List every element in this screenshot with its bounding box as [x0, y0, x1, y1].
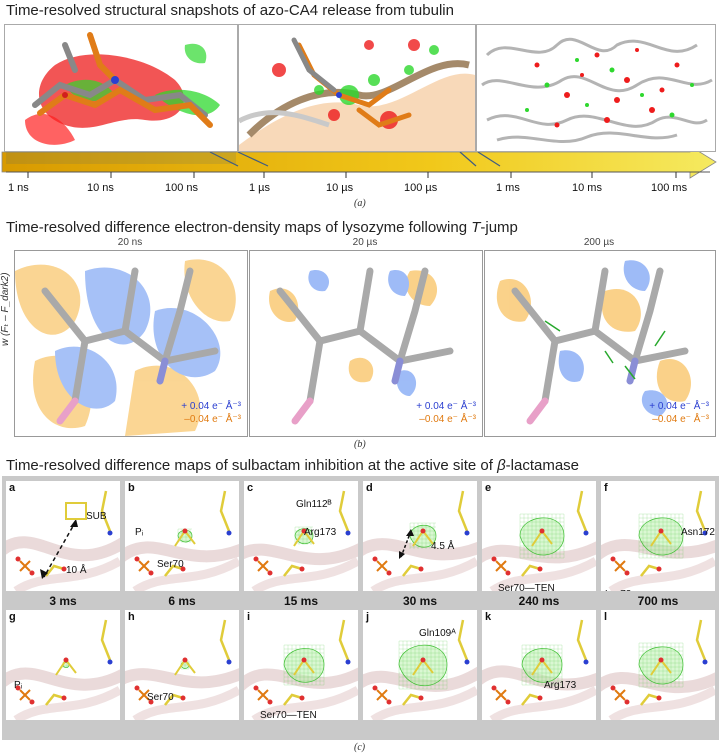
- timeline-arrow: [1, 146, 717, 179]
- azo-ms-snapshot: [476, 24, 716, 152]
- c-panel-annotation: SUB: [86, 511, 107, 522]
- c-panel-i: i Ser70—TEN: [244, 610, 358, 720]
- c-panel-letter: h: [128, 611, 135, 623]
- tick-100ms: 100 ms: [651, 182, 688, 194]
- c-panel-annotation: Ser70—TEN: [498, 583, 555, 591]
- c-time-label: 240 ms: [518, 594, 560, 608]
- c-panel-letter: l: [604, 611, 608, 623]
- c-panel-g: g Pᵢ: [6, 610, 120, 720]
- caption-c: (c): [354, 742, 366, 753]
- section-b-ylabel: w (Fₜ – F_dark2): [0, 272, 11, 346]
- c-panel-annotation: Arg173: [544, 680, 577, 691]
- c-panel-annotation: Pᵢ: [135, 527, 144, 538]
- c-panel-letter: e: [485, 482, 492, 494]
- b-panel-1-time: 20 ns: [117, 237, 143, 248]
- section-c-frame: [2, 476, 719, 740]
- lysozyme-20us-map: + 0.04 e⁻ Å⁻³ –0.04 e⁻ Å⁻³: [249, 250, 483, 437]
- c-panel-h: h Ser70: [125, 610, 239, 720]
- c-panel-annotation: Lys73: [605, 589, 631, 591]
- c-panel-letter: d: [366, 482, 373, 494]
- c-time-label: 6 ms: [168, 594, 196, 608]
- c-panel-annotation: Ser70—TEN: [260, 710, 317, 720]
- b-panel-2-time: 20 µs: [352, 237, 378, 248]
- c-panel-f: fAsn172Lys73Glu168: [601, 481, 715, 591]
- c-panel-annotation: Asn172: [681, 527, 715, 538]
- tick-100us: 100 µs: [404, 182, 438, 194]
- c-time-label: 3 ms: [49, 594, 77, 608]
- c-panel-letter: i: [247, 611, 251, 623]
- tick-1ms: 1 ms: [496, 182, 520, 194]
- c-panel-annotation: Ser70: [157, 559, 184, 570]
- c-panel-a: a SUB 10 Å: [6, 481, 120, 591]
- caption-a: (a): [354, 198, 366, 209]
- c-time-label: 15 ms: [283, 594, 319, 608]
- c-panel-letter: g: [9, 611, 16, 623]
- c-panel-annotation: Gln109ᴬ: [419, 628, 456, 639]
- c-panel-annotation: Arg173: [304, 527, 337, 538]
- b3-legend-negative: –0.04 e⁻ Å⁻³: [652, 414, 709, 425]
- c-panel-c: c Gln112ᴮ Arg173: [244, 481, 358, 591]
- c-panel-letter: k: [485, 611, 492, 623]
- c-panel-l: l: [601, 610, 715, 720]
- c-panel-letter: b: [128, 482, 135, 494]
- section-a-title: Time-resolved structural snapshots of az…: [6, 2, 454, 19]
- azo-us-snapshot: [238, 24, 476, 152]
- azo-ns-snapshot: [4, 24, 238, 152]
- c-panel-annotation: 4.5 Å: [431, 541, 455, 552]
- c-panel-k: k Arg173: [482, 610, 596, 720]
- c-panel-letter: f: [604, 482, 608, 494]
- section-b-title: Time-resolved difference electron-densit…: [6, 219, 518, 236]
- b1-legend-negative: –0.04 e⁻ Å⁻³: [184, 414, 241, 425]
- c-panel-d: d 4.5 Å: [363, 481, 477, 591]
- caption-b: (b): [354, 439, 366, 450]
- b1-legend-positive: + 0.04 e⁻ Å⁻³: [181, 401, 241, 412]
- c-panel-letter: j: [366, 611, 370, 623]
- c-panel-annotation: Ser70: [147, 692, 174, 703]
- b-panel-3-time: 200 µs: [583, 237, 615, 248]
- c-panel-letter: a: [9, 482, 16, 494]
- tick-10ms: 10 ms: [572, 182, 602, 194]
- c-time-label: 30 ms: [402, 594, 438, 608]
- tick-1us: 1 µs: [249, 182, 271, 194]
- b3-legend-positive: + 0.04 e⁻ Å⁻³: [649, 401, 709, 412]
- b2-legend-positive: + 0.04 e⁻ Å⁻³: [416, 401, 476, 412]
- distance-arrow-4-5a: [399, 529, 414, 559]
- tick-100ns: 100 ns: [165, 182, 199, 194]
- c-panel-j: j Gln109ᴬ: [363, 610, 477, 720]
- c-panel-b: b Pᵢ Ser70: [125, 481, 239, 591]
- c-panel-annotation: 10 Å: [66, 565, 87, 576]
- section-c-title: Time-resolved difference maps of sulbact…: [6, 457, 580, 474]
- c-panel-letter: c: [247, 482, 254, 494]
- lysozyme-20ns-map: + 0.04 e⁻ Å⁻³ –0.04 e⁻ Å⁻³: [14, 250, 248, 437]
- tick-10ns: 10 ns: [87, 182, 114, 194]
- c-panel-e: e Ser70—TEN: [482, 481, 596, 591]
- distance-arrow-10a: [40, 502, 87, 579]
- b2-legend-negative: –0.04 e⁻ Å⁻³: [419, 414, 476, 425]
- c-panel-annotation: Gln112ᴮ: [296, 499, 332, 510]
- c-time-label: 700 ms: [637, 594, 679, 608]
- tick-1ns: 1 ns: [8, 182, 29, 194]
- lysozyme-200us-map: + 0.04 e⁻ Å⁻³ –0.04 e⁻ Å⁻³: [484, 250, 716, 437]
- c-panel-annotation: Pᵢ: [14, 680, 23, 691]
- tick-10us: 10 µs: [326, 182, 354, 194]
